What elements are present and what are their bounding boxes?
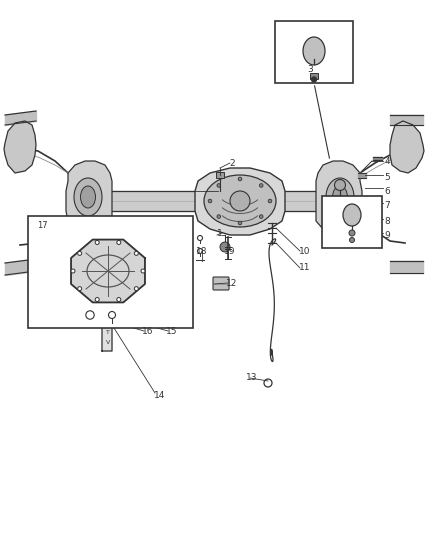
Circle shape — [333, 219, 343, 228]
Polygon shape — [4, 121, 36, 173]
Circle shape — [78, 287, 81, 290]
Text: 19: 19 — [224, 246, 236, 255]
Circle shape — [117, 297, 121, 302]
Text: 5: 5 — [384, 174, 390, 182]
Text: R: R — [106, 320, 110, 326]
Polygon shape — [66, 161, 112, 233]
Circle shape — [141, 269, 145, 273]
Circle shape — [95, 297, 99, 302]
Text: 4: 4 — [384, 157, 390, 166]
Bar — [216, 172, 224, 178]
Ellipse shape — [343, 204, 361, 226]
Bar — [275, 21, 353, 83]
Circle shape — [335, 180, 346, 190]
Polygon shape — [102, 311, 114, 351]
Circle shape — [117, 240, 121, 245]
Text: 8: 8 — [384, 216, 390, 225]
Circle shape — [220, 242, 230, 252]
Circle shape — [230, 191, 250, 211]
Text: 11: 11 — [299, 263, 311, 272]
Circle shape — [238, 177, 242, 181]
Circle shape — [134, 252, 138, 255]
FancyBboxPatch shape — [213, 277, 229, 290]
Polygon shape — [390, 121, 424, 173]
Bar — [322, 196, 382, 248]
Circle shape — [259, 215, 263, 219]
Text: 10: 10 — [299, 246, 311, 255]
Ellipse shape — [332, 186, 347, 208]
Text: 17: 17 — [37, 221, 47, 230]
Circle shape — [95, 240, 99, 245]
Circle shape — [134, 287, 138, 290]
Text: 15: 15 — [166, 327, 178, 335]
Text: 3: 3 — [307, 64, 313, 74]
Circle shape — [349, 230, 355, 236]
Ellipse shape — [303, 37, 325, 65]
Circle shape — [268, 199, 272, 203]
Circle shape — [71, 269, 75, 273]
Circle shape — [335, 234, 341, 240]
Text: V: V — [106, 341, 110, 345]
Text: 6: 6 — [384, 187, 390, 196]
Circle shape — [350, 238, 354, 243]
Circle shape — [217, 215, 221, 219]
Circle shape — [217, 184, 221, 187]
Circle shape — [109, 311, 116, 319]
Ellipse shape — [81, 186, 95, 208]
Circle shape — [86, 311, 94, 319]
Text: 9: 9 — [384, 230, 390, 239]
Text: 2: 2 — [229, 158, 235, 167]
Bar — [28, 216, 193, 328]
Circle shape — [78, 252, 81, 255]
Ellipse shape — [74, 178, 102, 216]
Ellipse shape — [204, 175, 276, 227]
Bar — [310, 73, 318, 79]
Circle shape — [259, 184, 263, 187]
Text: 13: 13 — [246, 374, 258, 383]
Text: 1: 1 — [217, 229, 223, 238]
Text: 14: 14 — [154, 391, 166, 400]
Circle shape — [311, 77, 317, 82]
Ellipse shape — [326, 178, 354, 216]
Text: 12: 12 — [226, 279, 238, 287]
Polygon shape — [316, 161, 362, 233]
Circle shape — [208, 199, 212, 203]
Text: T: T — [106, 330, 110, 335]
Polygon shape — [195, 168, 285, 235]
Polygon shape — [71, 240, 145, 302]
Text: 7: 7 — [384, 200, 390, 209]
Text: 18: 18 — [196, 246, 208, 255]
Text: 16: 16 — [142, 327, 154, 335]
Circle shape — [238, 221, 242, 225]
